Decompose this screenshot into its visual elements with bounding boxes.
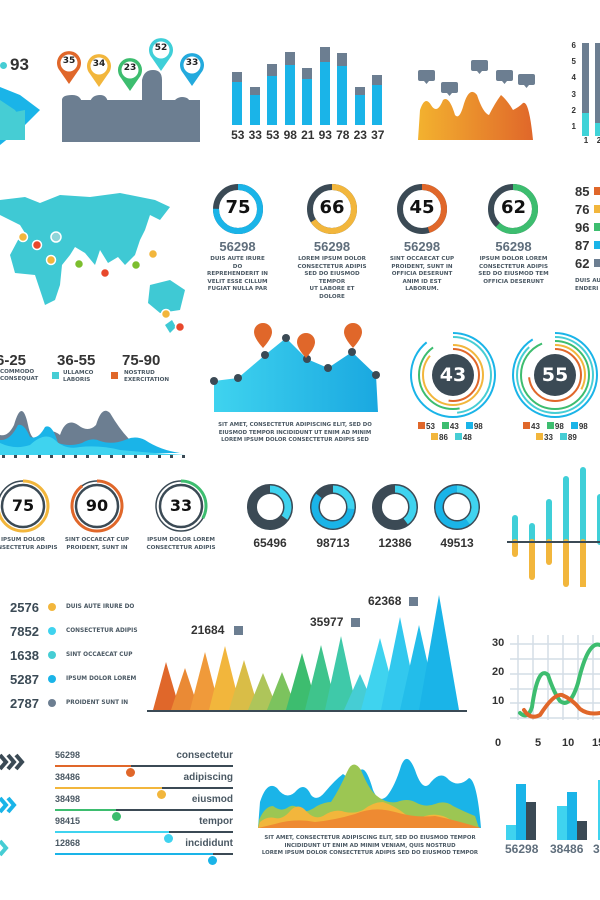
spike-chart [145,590,475,715]
slider-row: 38498 eiusmod [55,794,233,821]
legend-swatch-orange [111,372,118,379]
small-donut-98713: 98713 [309,483,359,550]
world-map [0,185,200,335]
top-left-area-chart [0,55,60,145]
diverging-bar-chart [505,462,600,587]
radial-ring-55-legend: 43 98 98 33 89 [523,422,600,442]
radial-ring-43-legend: 53 43 98 86 48 [418,422,508,442]
spike-annotation-3: 62368 [368,594,419,608]
pin-52: 52 [147,37,175,71]
spike-annotation-1: 21684 [191,623,244,637]
layered-waves-caption: SIT AMET, CONSECTETUR ADIPISCING ELIT, S… [261,835,479,856]
line-grid-chart: 30 20 10 0 5 10 15 [492,635,600,749]
legend-values: 85 76 96 87 62 DUIS AU ENDERI [575,183,600,292]
slider-bars-chart: 56298 consectetur 38486 adipiscing 38498… [55,750,235,870]
top-left-value: 93 [10,55,29,74]
slider-row: 98415 tempor [55,816,233,843]
ring-stat-90: 90 SINT OCCAECAT CUP PROIDENT, SUNT IN [62,478,132,552]
chevron-icon-teal [0,838,10,858]
pin-23: 23 [116,57,144,91]
list-item: 7852 CONSECTETUR ADIPIS [10,623,138,639]
list-item: 2576 DUIS AUTE IRURE DO [10,599,135,615]
chevron-icon-dark [0,752,30,772]
pin-wave-chart [60,40,205,145]
small-donut-49513: 49513 [433,483,483,550]
small-donut-12386: 12386 [371,483,421,550]
line-area-caption: SIT AMET, CONSECTETUR ADIPISCING ELIT, S… [218,422,372,443]
ring-stat-33: 33 IPSUM DOLOR LOREM CONSECTETUR ADIPIS [145,478,217,552]
slider-row: 38486 adipiscing [55,772,233,799]
slider-row: 56298 consectetur [55,750,233,777]
list-item: 2787 PROIDENT SUNT IN [10,695,129,711]
mountain-waves-chart [0,395,195,460]
donut-stat-75: 75 56298 DUIS AUTE IRURE DO REPREHENDERIT… [205,182,270,294]
pin-33: 33 [178,52,206,86]
stacked-bar-chart [230,45,390,125]
small-donut-65496: 65496 [246,483,296,550]
donut-stat-45: 45 56298 SINT OCCAECAT CUP PROIDENT, SUNT… [386,182,458,294]
radial-ring-55: 55 [510,330,600,420]
slider-row: 12868 incididunt [55,838,233,865]
layered-waves-chart [255,750,485,830]
line-area-pins-chart [210,320,385,420]
pin-35: 35 [55,50,83,84]
grouped-bar-chart [500,770,600,840]
list-item: 5287 IPSUM DOLOR LOREM [10,671,137,687]
list-item: 1638 SINT OCCAECAT CUP [10,647,133,663]
donut-stat-62: 62 56298 IPSUM DOLOR LOREM CONSECTETUR AD… [476,182,551,286]
donut-stat-66: 66 56298 LOREM IPSUM DOLOR CONSECTETUR AD… [297,182,367,301]
orange-wave-chart [415,55,540,140]
stat-list: 2576 DUIS AUTE IRURE DO 7852 CONSECTETUR A… [10,595,160,715]
grouped-bar-label-1: 56298 [505,842,539,856]
stacked-bar-labels: 53 33 53 98 21 93 78 23 37 [231,128,385,142]
grouped-bar-label-2: 38486 [550,842,584,856]
legend-swatch-teal [52,372,59,379]
chevron-icon-blue [0,795,20,815]
top-left-dot-icon [0,62,7,69]
spike-annotation-2: 35977 [310,615,361,629]
pin-34: 34 [85,53,113,87]
radial-ring-43: 43 [408,330,498,420]
map-legend: 6-25 COMMODO CONSEQUAT 36-55 ULLAMCO LABOR… [0,352,170,383]
grouped-bar-label-3: 38 [593,842,600,856]
